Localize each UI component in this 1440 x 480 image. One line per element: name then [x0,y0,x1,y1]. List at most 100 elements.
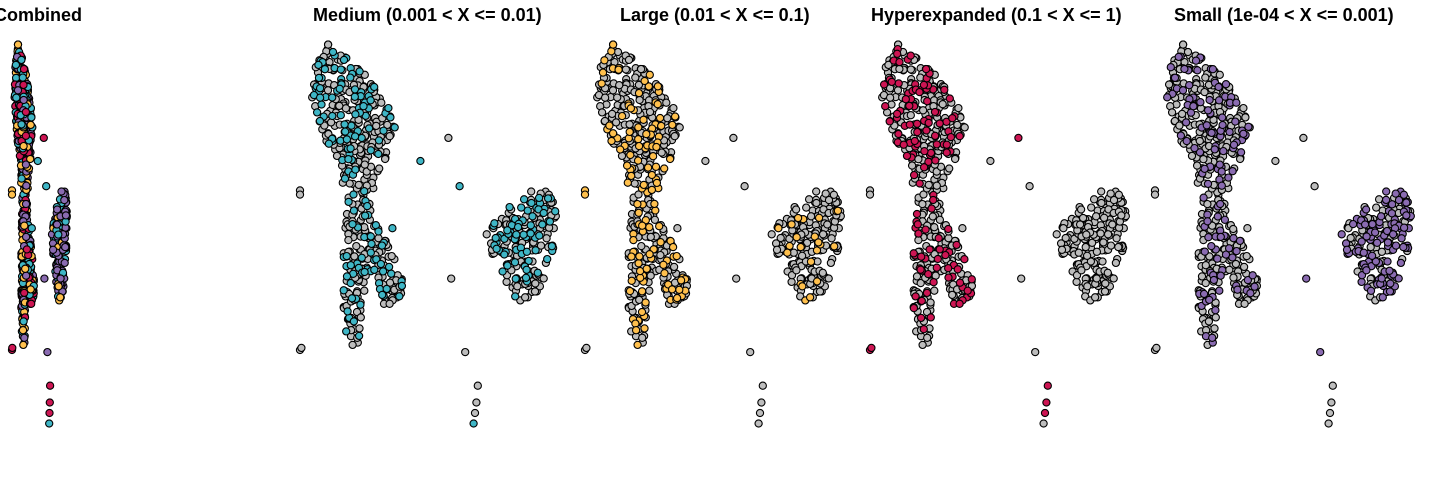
highlight-point [932,140,941,149]
background-point [1100,287,1110,296]
highlight-point [19,317,28,326]
background-point [818,268,827,277]
highlight-point [531,246,540,255]
highlight-point [892,109,902,119]
highlight-point [45,419,54,428]
highlight-point [340,174,350,183]
highlight-point [19,141,28,151]
background-point [1150,190,1160,199]
highlight-point [963,286,972,295]
highlight-point [1040,408,1050,418]
highlight-point [652,178,662,188]
background-point [1111,258,1121,268]
highlight-point [952,240,961,250]
highlight-point [955,299,964,308]
highlight-point [616,145,625,154]
highlight-point [19,64,29,74]
highlight-point [1362,232,1371,241]
background-point [1328,381,1337,390]
highlight-point [909,170,919,180]
background-point [1366,242,1375,252]
highlight-point [894,129,903,139]
highlight-point [26,285,35,294]
highlight-point [647,170,657,180]
highlight-point [54,282,63,291]
background-point [1310,182,1319,191]
highlight-point [527,198,536,208]
highlight-point [640,76,649,86]
background-point [527,187,536,196]
highlight-point [650,199,659,209]
background-point [729,133,738,143]
highlight-point [517,203,526,212]
highlight-point [792,233,801,242]
background-point [1081,242,1090,252]
background-point [472,398,481,407]
background-point [1052,230,1061,239]
highlight-point [1228,253,1237,262]
highlight-point [916,313,926,323]
background-point [1199,155,1208,164]
background-point [812,187,821,196]
highlight-point [551,207,560,216]
highlight-point [13,40,23,49]
background-point [1074,248,1083,257]
background-point [1178,40,1188,49]
background-point [323,40,333,49]
background-point [1271,156,1280,166]
highlight-point [347,121,356,130]
background-point [818,230,828,239]
background-point [636,64,646,74]
highlight-point [349,317,359,326]
highlight-point [656,238,665,247]
highlight-point [1170,73,1180,82]
background-point [1204,317,1214,326]
background-point [1031,347,1040,357]
highlight-point [1386,279,1395,288]
highlight-point [653,100,662,109]
highlight-point [1200,247,1209,256]
background-point [945,164,954,173]
highlight-point [597,79,606,88]
highlight-point [1361,205,1371,214]
highlight-point [1014,133,1023,143]
highlight-point [1213,212,1222,221]
background-point [815,287,825,296]
background-point [1025,182,1034,191]
highlight-point [336,111,345,120]
background-point [385,132,394,141]
background-point [772,245,782,254]
highlight-point [1399,242,1408,252]
highlight-point [642,264,651,273]
background-point [1324,419,1333,428]
highlight-point [505,202,514,212]
highlight-point [543,194,553,203]
background-point [885,93,895,102]
highlight-point [1210,145,1219,154]
highlight-point [1224,244,1234,253]
highlight-point [1383,238,1393,247]
highlight-point [524,256,533,266]
panel-title: Hyperexpanded (0.1 < X <= 1) [871,5,1122,25]
background-point [893,86,903,95]
background-point [1087,203,1096,212]
highlight-point [945,94,954,103]
background-point [824,195,834,205]
highlight-point [1372,238,1382,247]
highlight-point [608,40,618,49]
highlight-point [56,293,65,302]
background-point [824,274,833,283]
highlight-point [905,120,914,129]
panel-5: Small (1e-04 < X <= 0.001) [1150,5,1415,428]
background-point [295,190,305,199]
highlight-point [54,230,63,239]
highlight-point [455,182,464,191]
highlight-point [535,231,544,240]
highlight-point [1357,277,1366,287]
highlight-point [1215,160,1224,169]
panel-title: Small (1e-04 < X <= 0.001) [1174,5,1394,25]
highlight-point [1217,167,1226,176]
highlight-point [668,242,678,252]
background-point [625,120,634,129]
background-point [907,161,917,170]
